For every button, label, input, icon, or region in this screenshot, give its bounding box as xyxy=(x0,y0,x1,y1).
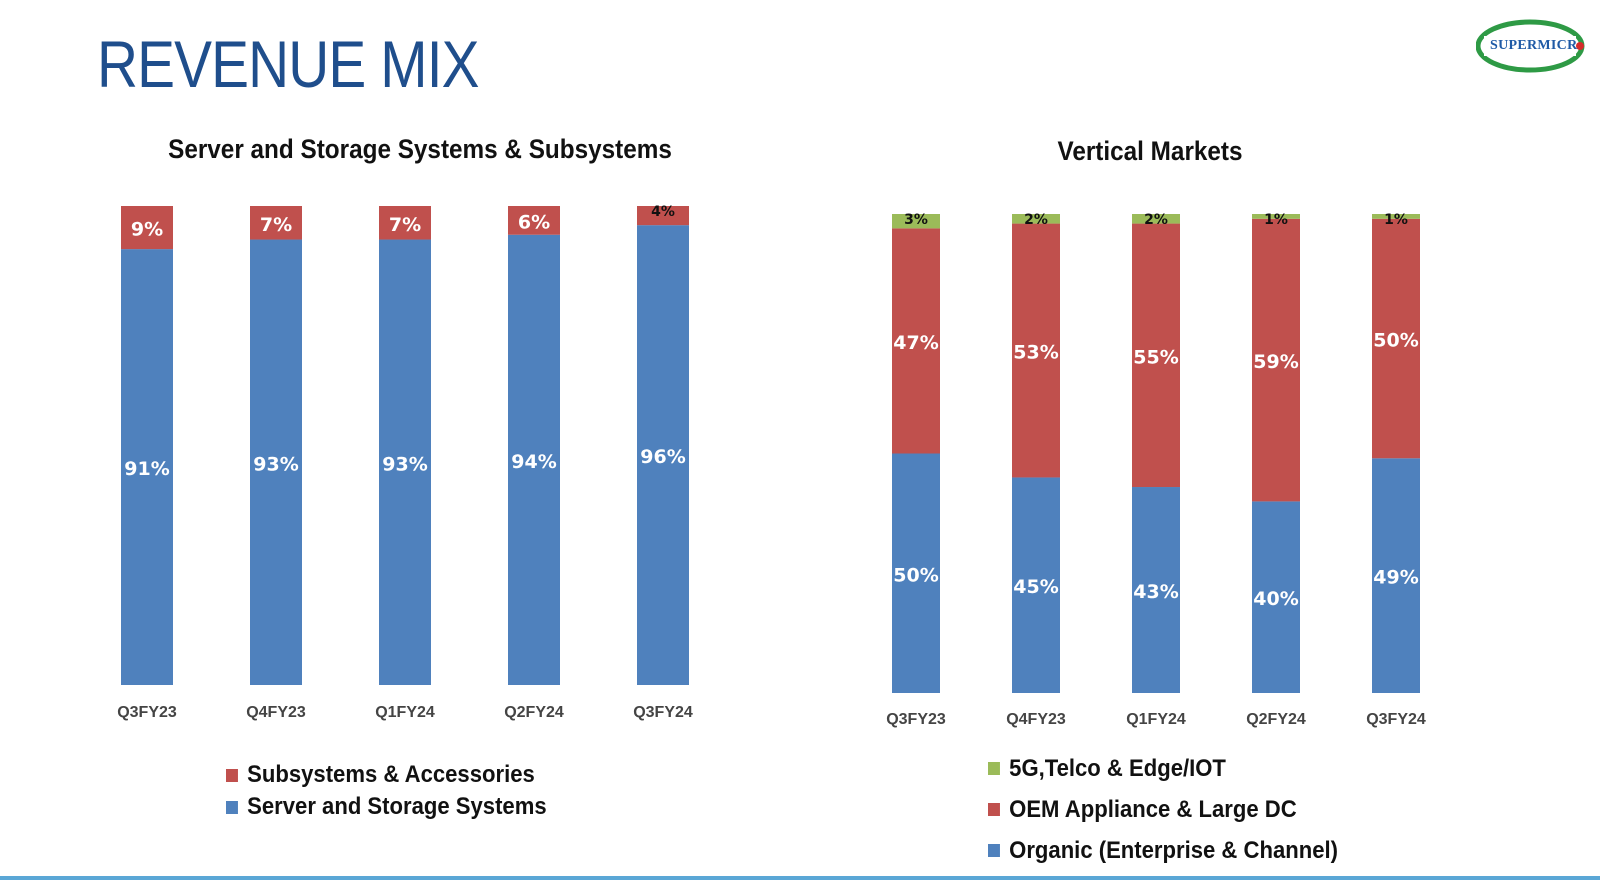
bar-segment xyxy=(1132,487,1180,693)
legend-swatch-green xyxy=(988,762,1000,775)
bar-segment xyxy=(1252,214,1300,219)
x-tick-label: Q4FY23 xyxy=(246,704,306,721)
legend-systems: Subsystems & Accessories Server and Stor… xyxy=(226,759,575,823)
data-label: 7% xyxy=(260,214,292,236)
data-label: 1% xyxy=(1264,212,1288,228)
data-label: 93% xyxy=(382,453,427,475)
x-tick-label: Q2FY24 xyxy=(504,704,564,721)
bar-segment xyxy=(892,214,940,229)
bar-segment xyxy=(379,239,431,685)
bar-segment xyxy=(250,239,302,685)
legend-label: Server and Storage Systems xyxy=(247,793,547,820)
data-label: 94% xyxy=(511,451,556,473)
bar-segment xyxy=(1012,214,1060,224)
bar-segment xyxy=(121,249,173,686)
data-label: 91% xyxy=(124,458,169,480)
logo-swoosh-icon xyxy=(1475,19,1585,73)
bar-segment xyxy=(121,206,173,250)
bar-segment xyxy=(892,228,940,454)
x-tick-label: Q3FY23 xyxy=(117,704,177,721)
bar-segment xyxy=(379,206,431,240)
data-label: 3% xyxy=(904,212,928,228)
data-label: 43% xyxy=(1133,581,1178,603)
data-label: 6% xyxy=(518,211,550,233)
bar-segment xyxy=(1252,218,1300,502)
legend-swatch-blue xyxy=(226,800,238,814)
x-tick-label: Q1FY24 xyxy=(1126,711,1186,728)
bar-segment xyxy=(637,225,689,685)
chart-title-vertical-markets: Vertical Markets xyxy=(1057,136,1243,166)
data-label: 55% xyxy=(1133,346,1178,368)
chart-title-systems: Server and Storage Systems & Subsystems xyxy=(168,134,672,164)
page-title: REVENUE MIX xyxy=(97,27,479,101)
legend-vertical-markets: 5G,Telco & Edge/IOT OEM Appliance & Larg… xyxy=(988,748,1368,871)
bar-segment xyxy=(508,206,560,235)
bar-segment xyxy=(250,206,302,240)
legend-label: 5G,Telco & Edge/IOT xyxy=(1009,754,1226,782)
data-label: 9% xyxy=(131,219,163,241)
legend-item-server-storage: Server and Storage Systems xyxy=(226,791,547,823)
bar-segment xyxy=(1012,223,1060,478)
legend-item-5g-telco: 5G,Telco & Edge/IOT xyxy=(988,748,1338,789)
legend-swatch-red xyxy=(226,768,238,782)
bar-segment xyxy=(637,206,689,226)
x-tick-label: Q2FY24 xyxy=(1246,711,1306,728)
bar-segment xyxy=(508,234,560,686)
legend-item-oem: OEM Appliance & Large DC xyxy=(988,789,1338,830)
legend-item-organic: Organic (Enterprise & Channel) xyxy=(988,830,1338,871)
legend-swatch-blue xyxy=(988,844,1000,857)
bar-segment xyxy=(1372,214,1420,219)
bar-segment xyxy=(1132,214,1180,224)
data-label: 47% xyxy=(893,332,938,354)
data-label: 4% xyxy=(651,204,675,220)
legend-label: Subsystems & Accessories xyxy=(247,761,535,788)
bar-segment xyxy=(1372,218,1420,459)
data-label: 1% xyxy=(1384,212,1408,228)
data-label: 59% xyxy=(1253,351,1298,373)
x-tick-label: Q4FY23 xyxy=(1006,711,1066,728)
data-label: 93% xyxy=(253,453,298,475)
data-label: 96% xyxy=(640,446,685,468)
data-label: 49% xyxy=(1373,567,1418,589)
logo-text: SUPERMICR xyxy=(1490,38,1578,53)
bar-segment xyxy=(892,453,940,693)
x-tick-label: Q3FY23 xyxy=(886,711,946,728)
bar-segment xyxy=(1372,458,1420,693)
data-label: 45% xyxy=(1013,576,1058,598)
legend-label: OEM Appliance & Large DC xyxy=(1009,795,1297,823)
data-label: 7% xyxy=(389,214,421,236)
bar-segment xyxy=(1252,501,1300,693)
data-label: 53% xyxy=(1013,342,1058,364)
data-label: 2% xyxy=(1024,212,1048,228)
bar-segment xyxy=(1132,223,1180,488)
legend-item-subsystems: Subsystems & Accessories xyxy=(226,759,547,791)
x-tick-label: Q1FY24 xyxy=(375,704,435,721)
bottom-accent-line xyxy=(0,876,1600,880)
x-tick-label: Q3FY24 xyxy=(633,704,693,721)
x-tick-label: Q3FY24 xyxy=(1366,711,1426,728)
data-label: 50% xyxy=(1373,330,1418,352)
bar-segment xyxy=(1012,477,1060,693)
supermicro-logo: SUPERMICR xyxy=(1475,16,1588,80)
data-label: 50% xyxy=(893,564,938,586)
legend-label: Organic (Enterprise & Channel) xyxy=(1009,836,1338,864)
data-label: 2% xyxy=(1144,212,1168,228)
data-label: 40% xyxy=(1253,588,1298,610)
legend-swatch-red xyxy=(988,803,1000,816)
